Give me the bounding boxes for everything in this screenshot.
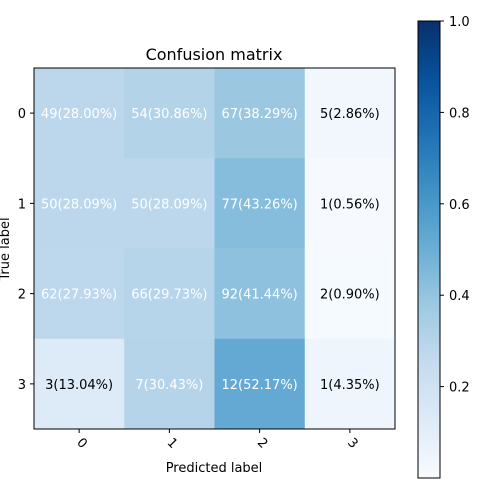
- heatmap-cell: [304, 338, 396, 430]
- heatmap-cell: [124, 158, 215, 249]
- cell-value-label: 50(28.09%): [41, 197, 117, 212]
- cell-value-label: 54(30.86%): [131, 107, 207, 122]
- heatmap-cell: [304, 248, 396, 340]
- x-tick-label: 1: [164, 435, 180, 451]
- heatmap-cell: [124, 68, 215, 159]
- colorbar-tick-label: 0.8: [449, 106, 470, 121]
- x-axis-ticks: 0 1 2 3: [73, 429, 361, 452]
- x-axis-label: Predicted label: [166, 461, 263, 476]
- cell-value-label: 3(13.04%): [45, 378, 113, 393]
- cell-value-label: 1(0.56%): [320, 197, 380, 212]
- colorbar: [417, 20, 441, 479]
- cell-value-label: 49(28.00%): [41, 107, 117, 122]
- cell-value-label: 2(0.90%): [320, 288, 380, 303]
- cell-value-label: 67(38.29%): [221, 107, 297, 122]
- cell-value-label: 66(29.73%): [131, 288, 207, 303]
- y-tick-label: 3: [18, 378, 26, 393]
- heatmap-cell: [214, 68, 306, 159]
- x-tick-label: 2: [254, 435, 270, 451]
- cell-value-label: 1(4.35%): [320, 378, 380, 393]
- y-axis-label: True label: [0, 217, 13, 281]
- y-tick-label: 0: [18, 107, 26, 122]
- x-tick-label: 0: [73, 435, 89, 451]
- heatmap-cell: [124, 248, 215, 340]
- chart-title: Confusion matrix: [146, 45, 283, 64]
- y-axis-ticks: 0 1 2 3: [18, 107, 34, 393]
- cell-value-label: 5(2.86%): [320, 107, 380, 122]
- heatmap-cell: [214, 248, 306, 340]
- cell-value-label: 62(27.93%): [41, 288, 117, 303]
- y-tick-label: 2: [18, 288, 26, 303]
- plot-frame: [33, 67, 396, 430]
- cell-value-label: 92(41.44%): [221, 288, 297, 303]
- colorbar-ticks: 0.2 0.4 0.6 0.8 1.0: [440, 15, 470, 396]
- colorbar-tick-label: 0.2: [449, 381, 470, 396]
- heatmap-cell: [34, 248, 125, 340]
- colorbar-tick-label: 0.6: [449, 198, 470, 213]
- heatmap-cell: [214, 338, 306, 430]
- heatmap-cells: [34, 68, 396, 430]
- heatmap-cell: [34, 68, 125, 159]
- heatmap-cell: [124, 338, 215, 430]
- heatmap-cell: [214, 158, 306, 249]
- cell-value-label: 12(52.17%): [221, 378, 297, 393]
- cell-value-label: 50(28.09%): [131, 197, 207, 212]
- heatmap-cell-labels: 49(28.00%) 54(30.86%) 67(38.29%) 5(2.86%) 50…: [41, 107, 380, 393]
- heatmap-cell: [34, 158, 125, 249]
- cell-value-label: 7(30.43%): [135, 378, 203, 393]
- heatmap-cell: [34, 338, 125, 430]
- x-tick-label: 3: [344, 435, 360, 451]
- heatmap-cell: [304, 68, 396, 159]
- heatmap-cell: [304, 158, 396, 249]
- colorbar-tick-label: 0.4: [449, 289, 470, 304]
- y-tick-label: 1: [18, 197, 26, 212]
- colorbar-tick-label: 1.0: [449, 15, 470, 30]
- cell-value-label: 77(43.26%): [221, 197, 297, 212]
